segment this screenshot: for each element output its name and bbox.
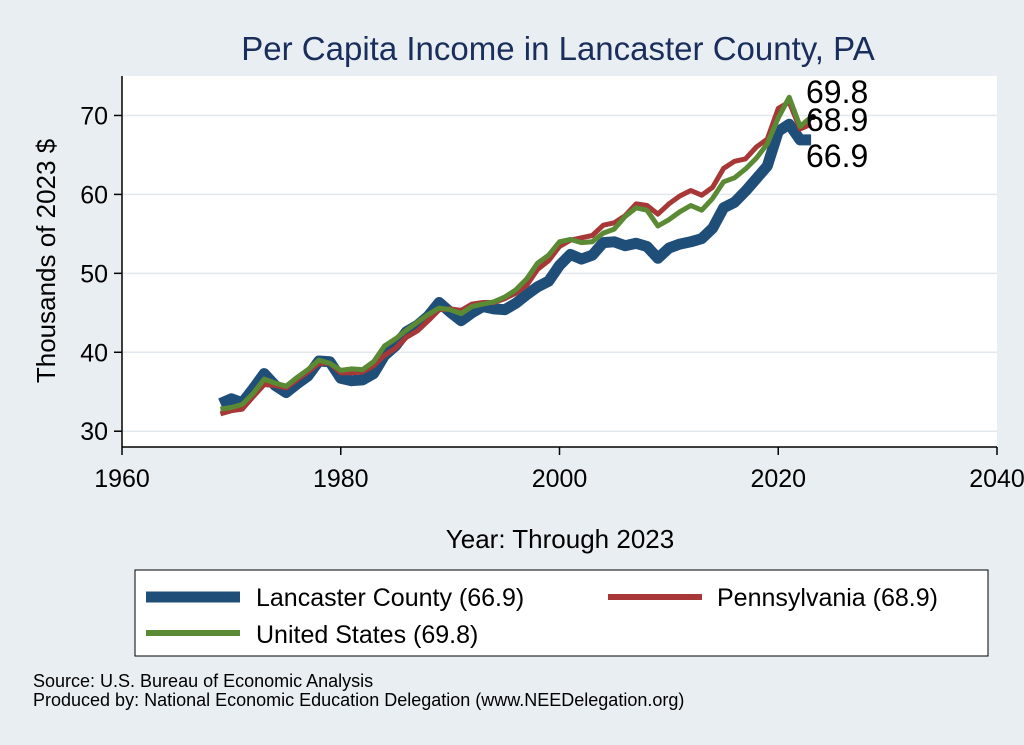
series-line-united-states [220,94,813,412]
source-note: Source: U.S. Bureau of Economic Analysis [33,671,374,691]
end-value-label: 66.9 [806,138,868,174]
y-tick-label: 40 [80,339,108,367]
axes: 30 40 50 60 70 1960 1980 2000 2020 2040 [80,76,1024,493]
series-lines [218,94,813,417]
y-tick-label: 60 [80,181,108,209]
x-tick-label: 2040 [969,465,1024,493]
legend-label-united-states: United States (69.8) [256,621,478,649]
chart-title: Per Capita Income in Lancaster County, P… [241,30,874,67]
y-tick-label: 30 [80,418,108,446]
end-marker [810,114,817,121]
end-labels: 69.868.966.9 [806,74,868,174]
x-axis-title: Year: Through 2023 [446,524,674,554]
x-tick-label: 2000 [532,465,588,493]
produced-by-note: Produced by: National Economic Education… [33,690,685,710]
end-value-label: 68.9 [806,102,868,138]
x-tick-label: 2020 [750,465,806,493]
y-tick-label: 50 [80,260,108,288]
x-tick-label: 1980 [313,465,369,493]
y-tick-label: 70 [80,102,108,130]
end-value-label: 69.8 [806,74,868,110]
y-axis-title: Thousands of 2023 $ [31,138,61,383]
legend-box [134,569,989,657]
legend-label-pennsylvania: Pennsylvania (68.9) [717,584,938,612]
legend: Lancaster County (66.9) Pennsylvania (68… [134,569,989,657]
x-tick-label: 1960 [94,465,150,493]
legend-label-lancaster: Lancaster County (66.9) [256,584,524,612]
